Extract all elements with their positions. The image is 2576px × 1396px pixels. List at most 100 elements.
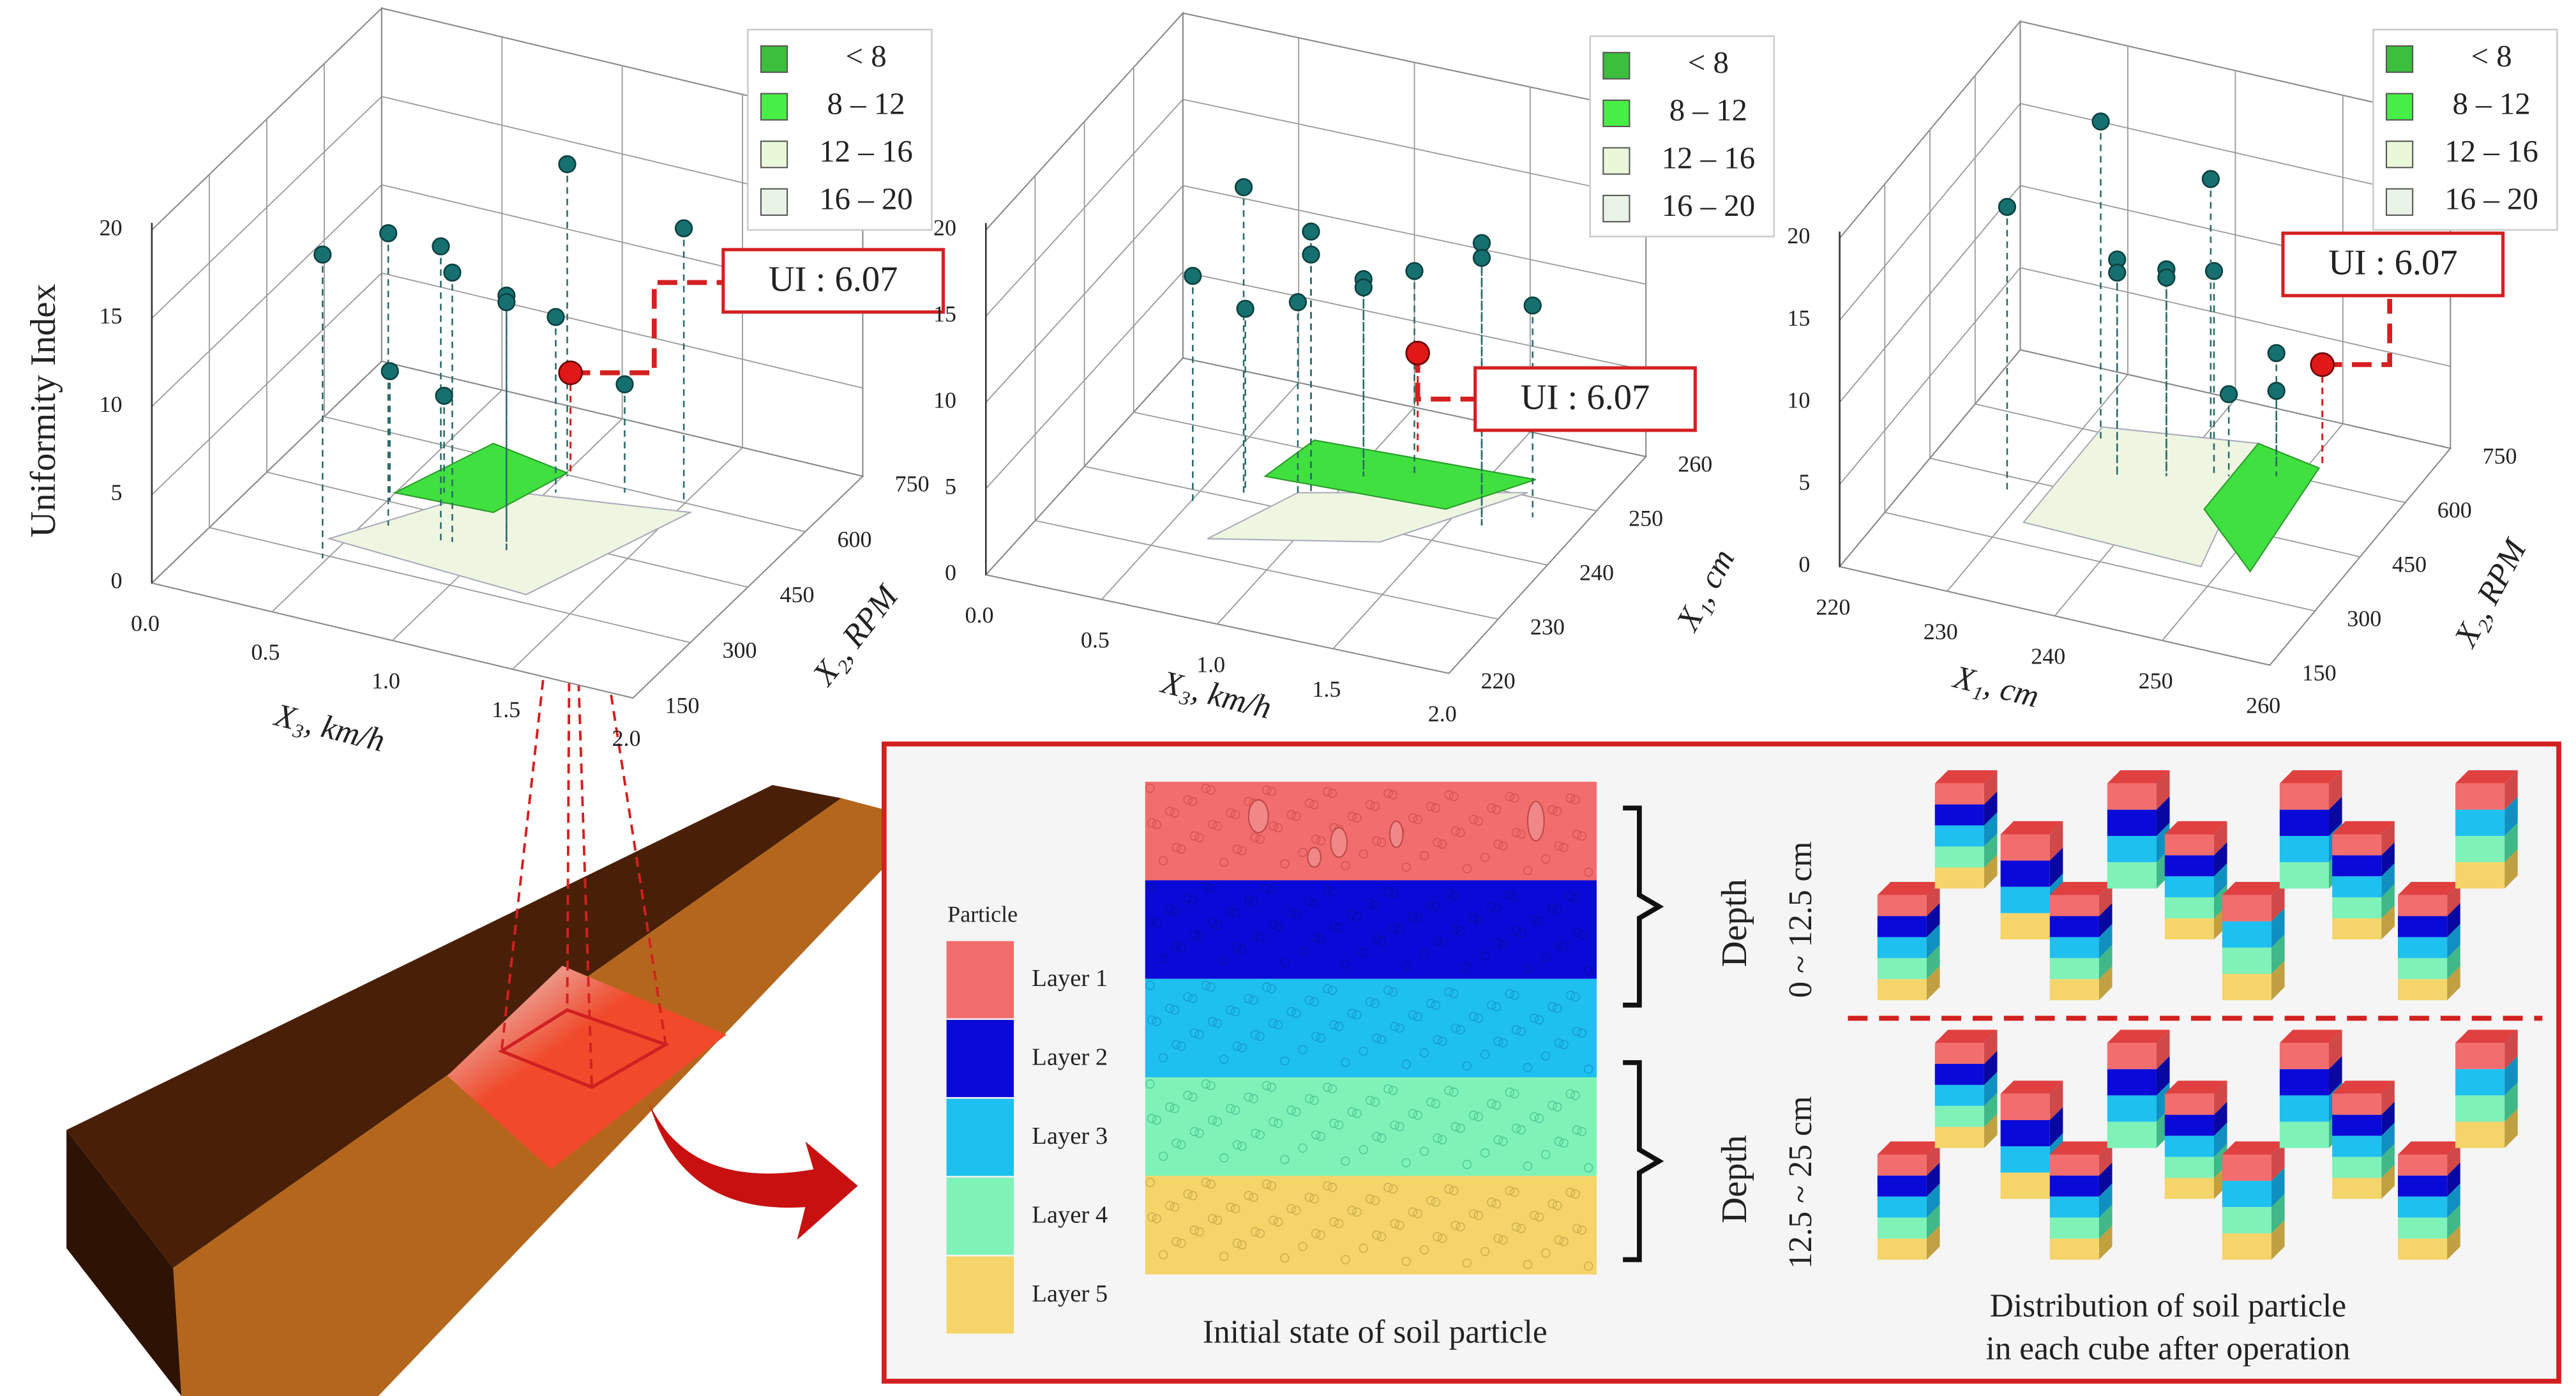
particle: [1334, 923, 1344, 933]
point: [1998, 197, 2017, 216]
particle: [1516, 1224, 1526, 1233]
cube-layer: [2000, 834, 2050, 861]
particle: [1280, 859, 1290, 869]
legend-label: < 8: [845, 38, 886, 73]
particle: [1523, 964, 1533, 974]
particle: [1456, 1025, 1465, 1035]
particle: [1450, 1220, 1461, 1230]
particle: [1255, 933, 1265, 943]
particle: [1554, 1137, 1564, 1146]
x-tick-label: 2.0: [1428, 701, 1457, 727]
y-tick-label: 300: [2347, 605, 2381, 631]
particle: [1510, 1089, 1519, 1098]
cube-layer: [2455, 1095, 2505, 1122]
particle: [1572, 830, 1582, 839]
cube-layer: [2107, 1121, 2157, 1148]
particle: [1250, 1030, 1260, 1040]
particle: [1456, 1123, 1465, 1134]
point: [1405, 262, 1424, 280]
particle: [1444, 1184, 1454, 1194]
particle: [1304, 897, 1314, 907]
particle: [1559, 842, 1569, 853]
particle: [1583, 867, 1593, 877]
cube-side: [2098, 923, 2113, 959]
cube-side: [2447, 1183, 2460, 1218]
annotation-box: [1473, 366, 1697, 432]
particle: [1548, 1100, 1557, 1110]
cube-layer: [2279, 783, 2329, 810]
layer-swatch: [946, 1098, 1014, 1176]
particle: [1438, 1233, 1447, 1243]
cube-side: [2447, 902, 2460, 937]
particle: [1206, 1081, 1216, 1091]
point: [2219, 385, 2238, 404]
particle: [1309, 1194, 1319, 1204]
particle: [1158, 1250, 1168, 1260]
cube-side: [2381, 1164, 2395, 1199]
particle: [1511, 1123, 1521, 1134]
particle: [1383, 1084, 1393, 1094]
legend-swatch: [1602, 195, 1631, 223]
cube-layer: [1877, 916, 1927, 937]
particle: [1170, 907, 1180, 916]
particle: [1468, 1209, 1479, 1218]
cube-layer: [1877, 1238, 1927, 1260]
particle: [1413, 1012, 1422, 1022]
cube-layer: [2398, 1238, 2448, 1260]
particle: [1158, 1151, 1168, 1161]
z-tick-label: 5: [1798, 469, 1810, 495]
particle: [1255, 834, 1265, 844]
cube-layer: [2332, 1114, 2382, 1136]
particle: [1491, 1199, 1502, 1209]
point: [1184, 266, 1202, 285]
particle: [1456, 926, 1465, 936]
particle: [1183, 893, 1193, 903]
particle: [1165, 905, 1175, 914]
particle: [1201, 882, 1211, 891]
cube-side: [1926, 1183, 1940, 1218]
cube-side: [2447, 966, 2460, 1001]
particle: [1212, 821, 1223, 831]
particle: [1438, 1036, 1447, 1046]
highlight-point: [1405, 340, 1430, 366]
particle: [1456, 828, 1465, 838]
particle: [1487, 902, 1496, 911]
particle: [1327, 1183, 1337, 1192]
cube-side: [2447, 1204, 2460, 1239]
cube-layer: [2332, 918, 2382, 940]
particle: [1165, 1201, 1175, 1210]
particle: [1480, 1148, 1490, 1158]
particle: [1177, 844, 1186, 854]
particle: [1388, 987, 1398, 997]
y-tick-label: 150: [665, 693, 700, 718]
particle: [1201, 1079, 1211, 1089]
cube-layer: [2332, 1178, 2382, 1199]
z-tick-label: 0: [1798, 552, 1810, 577]
cube-side: [2098, 882, 2113, 916]
legend-swatch: [2385, 188, 2414, 216]
particle: [1170, 1005, 1180, 1015]
particle: [1570, 1189, 1580, 1199]
cube-side: [2381, 821, 2395, 856]
cube-layer: [2332, 834, 2382, 856]
particle: [1383, 887, 1393, 897]
particle: [1329, 922, 1339, 931]
particle: [1534, 1114, 1544, 1123]
cube-layer: [2279, 1095, 2329, 1122]
grid-line: [1839, 103, 2021, 321]
particle-texture: [1145, 1079, 1593, 1172]
grid-line: [1332, 431, 1531, 649]
cube-layer: [1934, 1127, 1984, 1148]
particle: [1565, 891, 1576, 902]
cube-layer: [1877, 937, 1927, 959]
particle: [1316, 1132, 1326, 1141]
particle: [1316, 1230, 1326, 1240]
point: [2108, 263, 2127, 282]
cube-layer: [1877, 1196, 1927, 1218]
particle: [1473, 816, 1484, 826]
particle: [1207, 1214, 1217, 1224]
cube-layer: [2000, 1146, 2050, 1173]
plot: 0 5 10 15 20 0.0 0.5 1.0 1.5 2.0 150 300 450 600 750 Un…: [24, 6, 945, 759]
cube-layer: [2164, 1093, 2214, 1115]
soil-bin-side: [66, 1130, 182, 1396]
